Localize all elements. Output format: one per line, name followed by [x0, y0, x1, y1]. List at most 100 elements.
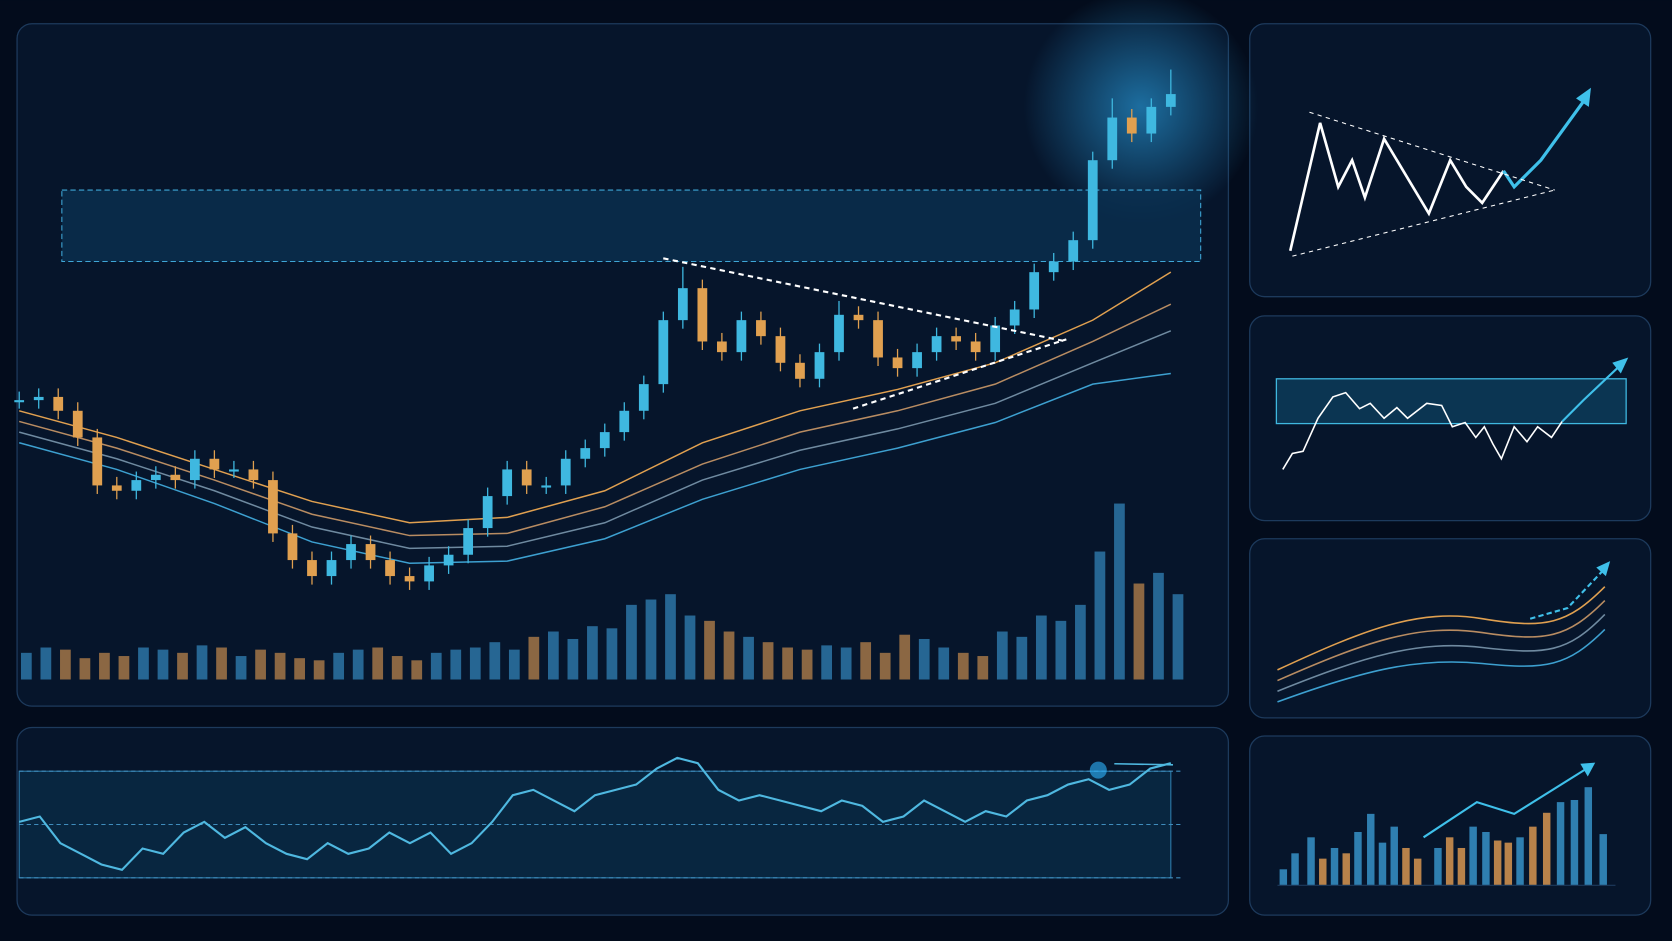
- candle-body: [912, 352, 922, 369]
- breakout-line: [1561, 362, 1624, 423]
- candle-body: [970, 341, 981, 353]
- marker: [1089, 761, 1107, 779]
- volume-bar: [645, 599, 657, 680]
- volume-bar: [1016, 636, 1028, 680]
- range-line: [1282, 391, 1563, 470]
- candle-body: [892, 357, 903, 369]
- bar: [1378, 842, 1387, 886]
- breakout-line: [1502, 93, 1591, 190]
- candle-body: [424, 565, 434, 582]
- range-box: [1275, 378, 1627, 425]
- candle-body: [248, 469, 259, 481]
- bar: [1390, 826, 1398, 886]
- pattern-bound: [1309, 111, 1555, 191]
- mini-volume: [1277, 762, 1616, 886]
- volume-bar: [528, 636, 540, 680]
- volume-bar: [1114, 503, 1125, 680]
- candle-body: [33, 396, 44, 401]
- bar: [1529, 826, 1537, 886]
- candle-body: [677, 288, 688, 321]
- volume-bar: [1075, 604, 1086, 680]
- volume-bar: [1133, 583, 1145, 680]
- bar: [1342, 853, 1350, 886]
- candle-body: [209, 458, 220, 470]
- candle-body: [463, 528, 474, 555]
- ribbon-line: [1277, 600, 1606, 682]
- volume-bar: [430, 652, 442, 680]
- volume-bar: [177, 652, 188, 680]
- bar: [1584, 787, 1593, 886]
- candle-body: [1009, 309, 1020, 326]
- candle-body: [990, 325, 1001, 353]
- candle-body: [521, 469, 532, 486]
- bar: [1445, 837, 1454, 886]
- bar: [1570, 799, 1579, 886]
- volume-bar: [665, 594, 676, 680]
- pattern-line: [1288, 122, 1505, 252]
- volume-bar: [1153, 572, 1164, 680]
- volume-bar: [704, 620, 715, 680]
- candle-body: [638, 384, 649, 411]
- bar: [1493, 840, 1502, 886]
- volume-bar: [567, 638, 579, 680]
- bar: [1413, 858, 1422, 886]
- volume-bar: [1172, 594, 1184, 680]
- candle-body: [14, 400, 25, 403]
- volume-bar: [723, 631, 735, 680]
- bar: [1599, 834, 1607, 886]
- candle-body: [365, 544, 376, 561]
- oscillator-line: [18, 756, 1172, 872]
- bar: [1402, 847, 1410, 886]
- candle-body: [1146, 106, 1157, 134]
- candle-body: [502, 469, 513, 497]
- projection: [1114, 762, 1173, 766]
- volume-bar: [20, 652, 32, 680]
- volume-bar: [684, 615, 696, 680]
- arrow-head: [1580, 762, 1596, 777]
- volume-bar: [372, 647, 384, 680]
- trend-line: [1422, 764, 1592, 839]
- ribbon-line: [1277, 628, 1606, 703]
- bar: [1330, 847, 1339, 886]
- bar: [1354, 831, 1362, 886]
- candle-body: [346, 544, 356, 561]
- candle-body: [560, 458, 571, 486]
- volume-bar: [411, 660, 423, 680]
- volume-bar: [1055, 620, 1067, 680]
- volume-bar: [333, 652, 345, 680]
- candle-body: [736, 320, 747, 353]
- volume-bar: [821, 645, 833, 680]
- candle-body: [189, 458, 200, 481]
- volume-bar: [489, 642, 501, 680]
- bar: [1542, 812, 1551, 886]
- volume-bar: [79, 658, 91, 680]
- candle-body: [111, 485, 122, 491]
- trend-line: [663, 257, 1067, 343]
- volume-bar: [255, 649, 266, 680]
- candle-body: [443, 554, 454, 566]
- candle-body: [931, 336, 942, 353]
- ribbon-line: [1277, 586, 1606, 671]
- volume-bar: [196, 645, 208, 680]
- oscillator: [18, 756, 1184, 879]
- volume-bar: [801, 649, 813, 680]
- candle-body: [834, 314, 844, 353]
- volume-bar: [743, 636, 754, 680]
- candle-body: [53, 396, 64, 411]
- candle-body: [1126, 117, 1137, 134]
- candle-body: [619, 410, 630, 433]
- candle-body: [287, 533, 298, 561]
- candle-body: [170, 474, 181, 481]
- candle-body: [482, 496, 493, 529]
- bar: [1307, 837, 1315, 886]
- arrow-head: [1576, 87, 1591, 107]
- arrow-head: [1612, 357, 1629, 374]
- candle-body: [795, 362, 805, 379]
- volume-bar: [606, 628, 618, 680]
- candle-body: [268, 480, 278, 534]
- volume-bar: [626, 604, 637, 680]
- volume-bar: [138, 647, 149, 680]
- volume-bar: [879, 652, 891, 680]
- candle-body: [853, 314, 864, 321]
- volume-bar: [391, 656, 403, 680]
